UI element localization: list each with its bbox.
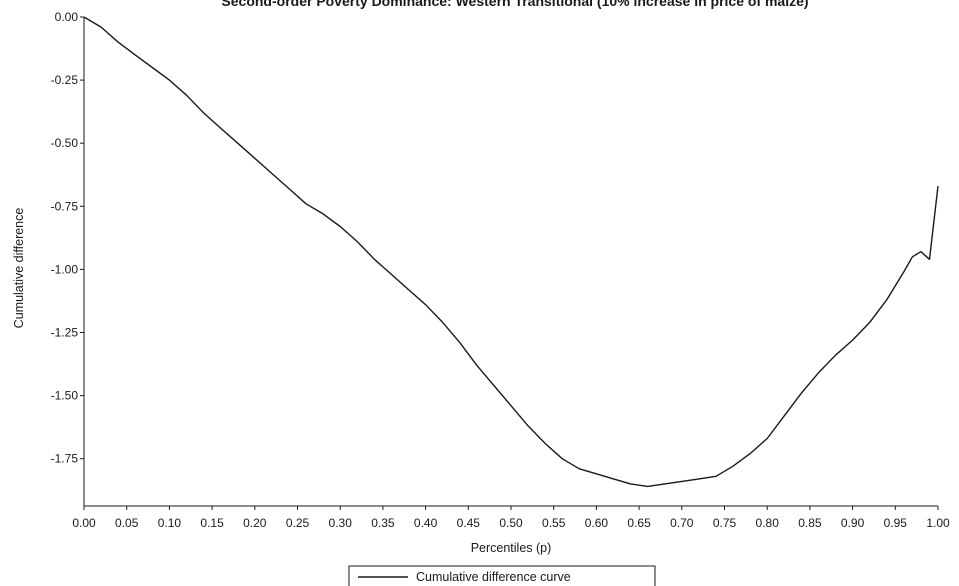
x-tick-label: 0.65	[627, 516, 651, 530]
y-tick-label: 0.00	[55, 10, 79, 24]
x-tick-label: 0.95	[884, 516, 908, 530]
x-tick-label: 0.60	[585, 516, 609, 530]
x-tick-label: 0.00	[72, 516, 96, 530]
plot-area: 0.00-0.25-0.50-0.75-1.00-1.25-1.50-1.75 …	[51, 10, 950, 530]
x-tick-label: 0.85	[798, 516, 822, 530]
x-tick-label: 0.10	[158, 516, 182, 530]
series-layer	[83, 16, 939, 488]
legend: Cumulative difference curve	[348, 565, 656, 586]
legend-label: Cumulative difference curve	[416, 570, 571, 584]
legend-box	[348, 565, 656, 586]
y-axis-label: Cumulative difference	[12, 208, 26, 329]
x-tick-label: 0.35	[371, 516, 395, 530]
x-tick-label: 0.75	[713, 516, 737, 530]
y-tick-label: -0.25	[51, 73, 79, 87]
y-tick-label: -1.75	[51, 452, 79, 466]
x-axis-ticks: 0.00 0.05 0.10 0.15 0.20 0.25 0.30 0.35 0.40 0.45…	[72, 506, 950, 530]
x-tick-label: 0.80	[756, 516, 780, 530]
y-tick-label: -1.50	[51, 389, 79, 403]
x-tick-label: 0.05	[115, 516, 139, 530]
x-tick-label: 0.15	[200, 516, 224, 530]
x-tick-label: 0.40	[414, 516, 438, 530]
x-tick-label: 0.90	[841, 516, 865, 530]
x-axis-label: Percentiles (p)	[471, 541, 552, 555]
y-axis-ticks: 0.00 -0.25 -0.50 -0.75 -1.00 -1.25 -1.50 -1.75	[51, 10, 84, 466]
series-line-0	[83, 16, 939, 488]
x-tick-label: 0.45	[457, 516, 481, 530]
y-tick-label: -1.25	[51, 325, 79, 339]
x-tick-label: 0.20	[243, 516, 267, 530]
y-tick-label: -0.50	[51, 136, 79, 150]
x-tick-label: 0.30	[329, 516, 353, 530]
x-tick-label: 0.50	[499, 516, 523, 530]
y-tick-label: -0.75	[51, 199, 79, 213]
x-tick-label: 0.25	[286, 516, 310, 530]
x-tick-label: 1.00	[926, 516, 950, 530]
chart-title: Second-order Poverty Dominance: Western …	[221, 0, 808, 9]
x-tick-label: 0.70	[670, 516, 694, 530]
x-tick-label: 0.55	[542, 516, 566, 530]
y-tick-label: -1.00	[51, 262, 79, 276]
